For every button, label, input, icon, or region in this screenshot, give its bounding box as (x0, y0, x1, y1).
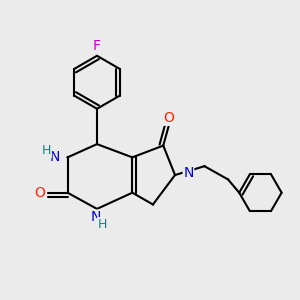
Text: N: N (50, 150, 60, 164)
Text: N: N (90, 210, 101, 224)
Text: N: N (183, 166, 194, 180)
Text: F: F (93, 39, 101, 53)
Text: H: H (98, 218, 107, 231)
Text: H: H (42, 144, 51, 158)
Text: O: O (35, 186, 46, 200)
Text: O: O (163, 111, 174, 125)
